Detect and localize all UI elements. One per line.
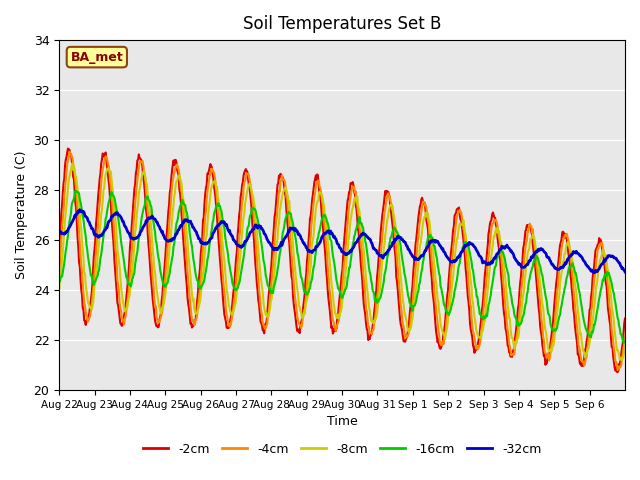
Legend: -2cm, -4cm, -8cm, -16cm, -32cm: -2cm, -4cm, -8cm, -16cm, -32cm xyxy=(138,438,547,461)
-32cm xyxy=(76,207,84,213)
-4cm xyxy=(122,308,130,313)
-8cm xyxy=(618,357,626,363)
-2cm xyxy=(55,242,63,248)
-8cm xyxy=(401,312,409,318)
-2cm xyxy=(401,339,409,345)
-4cm xyxy=(227,320,234,326)
-4cm xyxy=(401,336,409,341)
-4cm xyxy=(255,275,262,280)
-8cm xyxy=(122,306,130,312)
Line: -16cm: -16cm xyxy=(59,191,625,343)
-8cm xyxy=(55,287,63,292)
-32cm xyxy=(276,243,284,249)
Title: Soil Temperatures Set B: Soil Temperatures Set B xyxy=(243,15,441,33)
-2cm xyxy=(227,317,234,323)
-2cm xyxy=(433,334,441,339)
-32cm xyxy=(433,239,441,245)
-4cm xyxy=(55,270,63,276)
-8cm xyxy=(276,208,284,214)
-32cm xyxy=(122,226,130,231)
-16cm xyxy=(255,220,262,226)
-2cm xyxy=(64,146,72,152)
X-axis label: Time: Time xyxy=(326,415,358,428)
-32cm xyxy=(255,224,262,229)
-16cm xyxy=(401,274,409,279)
Y-axis label: Soil Temperature (C): Soil Temperature (C) xyxy=(15,151,28,279)
-16cm xyxy=(227,268,234,274)
-4cm xyxy=(621,331,629,336)
-2cm xyxy=(122,296,130,302)
-32cm xyxy=(621,269,629,275)
-8cm xyxy=(68,160,76,166)
-2cm xyxy=(621,316,629,322)
-32cm xyxy=(591,270,598,276)
-4cm xyxy=(614,367,621,373)
-8cm xyxy=(255,246,262,252)
Line: -4cm: -4cm xyxy=(59,152,625,370)
-8cm xyxy=(433,288,441,293)
-16cm xyxy=(276,251,284,257)
-16cm xyxy=(433,255,441,261)
-16cm xyxy=(620,340,627,346)
-16cm xyxy=(621,339,629,345)
-16cm xyxy=(122,275,130,280)
-16cm xyxy=(55,279,63,285)
-32cm xyxy=(55,228,63,234)
-32cm xyxy=(401,240,409,245)
-2cm xyxy=(614,369,621,375)
-8cm xyxy=(227,309,234,314)
-2cm xyxy=(255,298,262,303)
Text: BA_met: BA_met xyxy=(70,50,124,64)
-4cm xyxy=(276,189,284,194)
-2cm xyxy=(276,174,284,180)
Line: -32cm: -32cm xyxy=(59,210,625,273)
Line: -8cm: -8cm xyxy=(59,163,625,360)
-16cm xyxy=(72,188,79,194)
-32cm xyxy=(227,231,234,237)
Line: -2cm: -2cm xyxy=(59,149,625,372)
-8cm xyxy=(621,342,629,348)
-4cm xyxy=(433,313,441,319)
-4cm xyxy=(66,149,74,155)
